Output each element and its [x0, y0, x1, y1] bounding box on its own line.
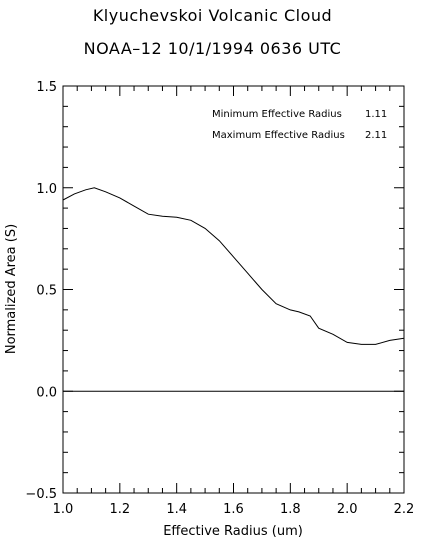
x-tick-label: 1.6: [223, 502, 244, 517]
y-tick-label: 1.0: [36, 182, 57, 197]
x-tick-label: 2.0: [337, 502, 358, 517]
x-tick-label: 1.4: [166, 502, 187, 517]
y-tick-label: 0.5: [36, 284, 57, 299]
series-line: [62, 187, 405, 345]
y-tick-label: 0.0: [36, 385, 57, 400]
y-axis-label: Normalized Area (S): [4, 224, 19, 354]
annotation-max-value: 2.11: [365, 130, 387, 141]
chart-subtitle: NOAA–12 10/1/1994 0636 UTC: [83, 39, 342, 58]
x-axis-label: Effective Radius (um): [163, 524, 303, 539]
x-tick-label: 1.8: [280, 502, 301, 517]
chart-title: Klyuchevskoi Volcanic Cloud: [92, 6, 333, 25]
annotation-max-label: Maximum Effective Radius: [212, 130, 345, 141]
annotation-min-value: 1.11: [365, 109, 387, 120]
annotation-min-label: Minimum Effective Radius: [212, 109, 342, 120]
plot-frame: [62, 85, 405, 494]
x-tick-label: 1.2: [109, 502, 130, 517]
x-tick-label: 1.0: [53, 502, 74, 517]
y-tick-label: −0.5: [25, 487, 57, 502]
y-tick-label: 1.5: [36, 80, 57, 95]
x-tick-label: 2.2: [394, 502, 415, 517]
